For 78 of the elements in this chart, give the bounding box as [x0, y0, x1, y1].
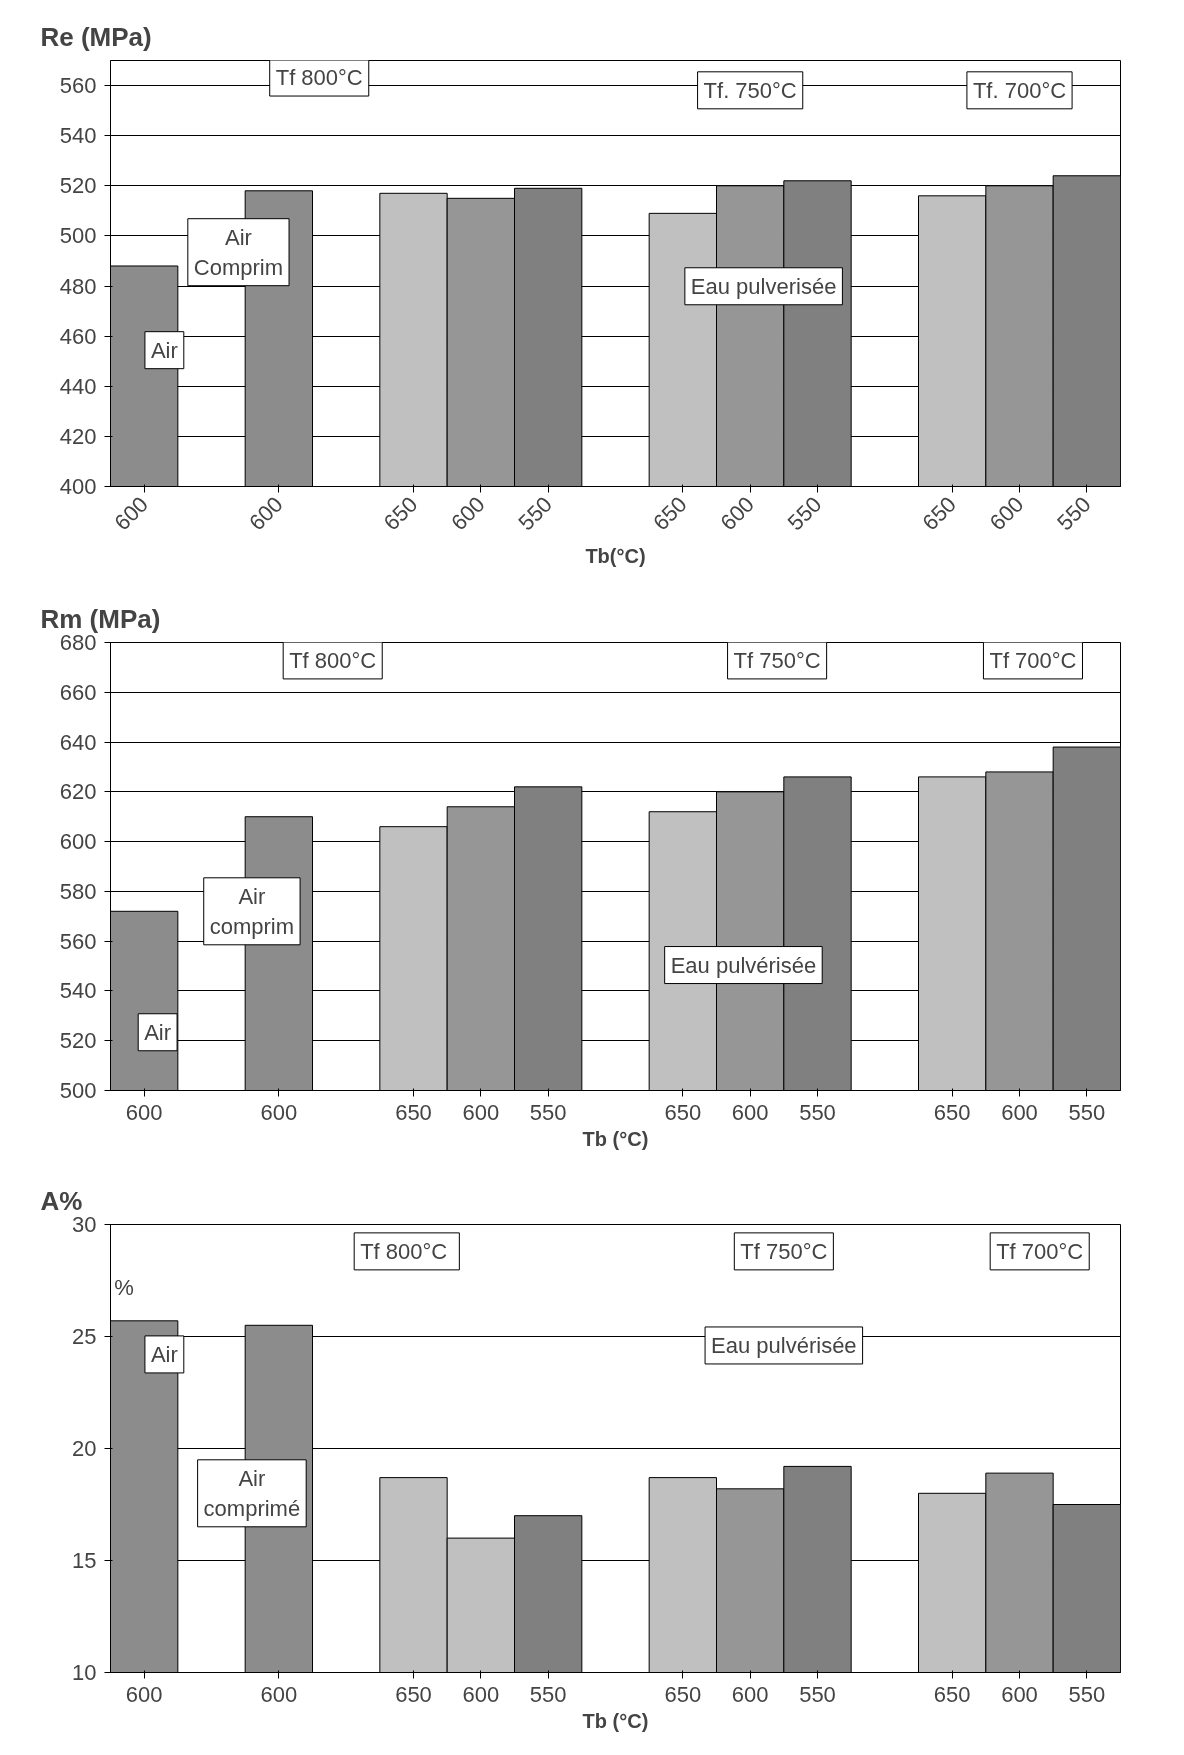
y-tick-label: 640	[59, 729, 97, 755]
y-tick-label: 460	[59, 323, 97, 349]
annotation: Air comprimé	[203, 1465, 301, 1521]
annotation: Tf 750°C	[733, 647, 821, 673]
y-tick-label: 520	[59, 1028, 97, 1054]
y-tick-label: 580	[59, 878, 97, 904]
x-tick-label: 650	[933, 1099, 971, 1125]
x-axis-title: Tb (°C)	[582, 1127, 649, 1150]
x-tick-label: 600	[731, 1099, 769, 1125]
x-tick-label: 600	[244, 491, 288, 536]
x-tick-label: 550	[1068, 1099, 1106, 1125]
annotation: Air	[150, 1341, 178, 1367]
annotation: Air	[150, 337, 178, 363]
annotation: Tf 800°C	[360, 1238, 448, 1264]
x-tick-label: 550	[1068, 1681, 1106, 1707]
x-tick-label: 600	[731, 1681, 769, 1707]
y-tick-label: 15	[72, 1548, 97, 1573]
x-tick-label: 600	[109, 491, 154, 536]
annotation: Eau pulverisée	[690, 273, 837, 299]
x-axis-title: Tb(°C)	[585, 545, 646, 568]
annotation: Tf 700°C	[996, 1238, 1084, 1264]
y-tick-label: 540	[59, 978, 97, 1004]
annotation: Tf 800°C	[289, 647, 377, 673]
x-tick-label: 600	[1001, 1681, 1038, 1707]
y-tick-label: 480	[59, 273, 97, 299]
y-tick-label: 660	[59, 679, 97, 705]
y-tick-label: 400	[59, 474, 97, 499]
annotation: Air comprim	[209, 883, 295, 939]
x-tick-label: 650	[395, 1099, 432, 1125]
annotation: Air	[144, 1019, 172, 1045]
y-tick-label: 420	[59, 423, 97, 449]
annotation: Eau pulvérisée	[711, 1332, 857, 1358]
x-tick-label: 600	[125, 1681, 163, 1707]
x-tick-label: 550	[799, 1681, 836, 1707]
x-tick-label: 550	[1052, 491, 1096, 536]
x-tick-label: 650	[664, 1681, 702, 1707]
y-tick-label: 540	[59, 123, 97, 149]
annotation: %	[114, 1274, 134, 1300]
x-tick-label: 600	[462, 1099, 500, 1125]
annotation: Tf 700°C	[989, 647, 1077, 673]
x-tick-label: 550	[529, 1681, 567, 1707]
x-tick-label: 650	[378, 491, 423, 536]
y-tick-label: 620	[59, 779, 97, 805]
y-tick-label: 560	[59, 928, 97, 954]
x-tick-label: 600	[1001, 1099, 1038, 1125]
y-tick-label: 520	[59, 173, 97, 199]
x-tick-label: 600	[125, 1099, 163, 1125]
x-tick-label: 650	[664, 1099, 702, 1125]
y-axis-title: Re (MPa)	[40, 21, 152, 52]
annotation: Tf. 750°C	[703, 77, 797, 103]
annotation: Tf 800°C	[275, 65, 363, 91]
y-tick-label: 440	[59, 373, 97, 399]
y-tick-label: 500	[59, 223, 97, 249]
annotation: Tf. 700°C	[972, 77, 1067, 103]
annotation: Air Comprim	[193, 224, 284, 280]
x-tick-label: 600	[715, 491, 760, 536]
x-tick-label: 600	[260, 1099, 298, 1125]
y-tick-label: 25	[72, 1324, 97, 1349]
y-tick-label: 600	[59, 829, 97, 855]
x-tick-label: 650	[648, 491, 692, 536]
annotation: Tf 750°C	[740, 1238, 828, 1264]
x-tick-label: 550	[782, 491, 827, 536]
x-tick-label: 650	[395, 1681, 432, 1707]
y-tick-label: 560	[59, 73, 97, 99]
x-tick-label: 550	[529, 1099, 567, 1125]
x-tick-label: 600	[446, 491, 490, 536]
y-tick-label: 500	[59, 1078, 97, 1103]
x-tick-label: 550	[799, 1099, 836, 1125]
x-tick-label: 600	[260, 1681, 298, 1707]
x-axis-title: Tb (°C)	[582, 1709, 649, 1732]
x-tick-label: 650	[917, 491, 962, 536]
x-tick-label: 650	[933, 1681, 971, 1707]
x-tick-label: 600	[462, 1681, 500, 1707]
x-tick-label: 550	[513, 491, 558, 536]
annotation: Eau pulvérisée	[670, 952, 817, 978]
y-tick-label: 10	[72, 1660, 97, 1685]
x-tick-label: 600	[984, 491, 1029, 536]
y-tick-label: 20	[72, 1436, 97, 1461]
